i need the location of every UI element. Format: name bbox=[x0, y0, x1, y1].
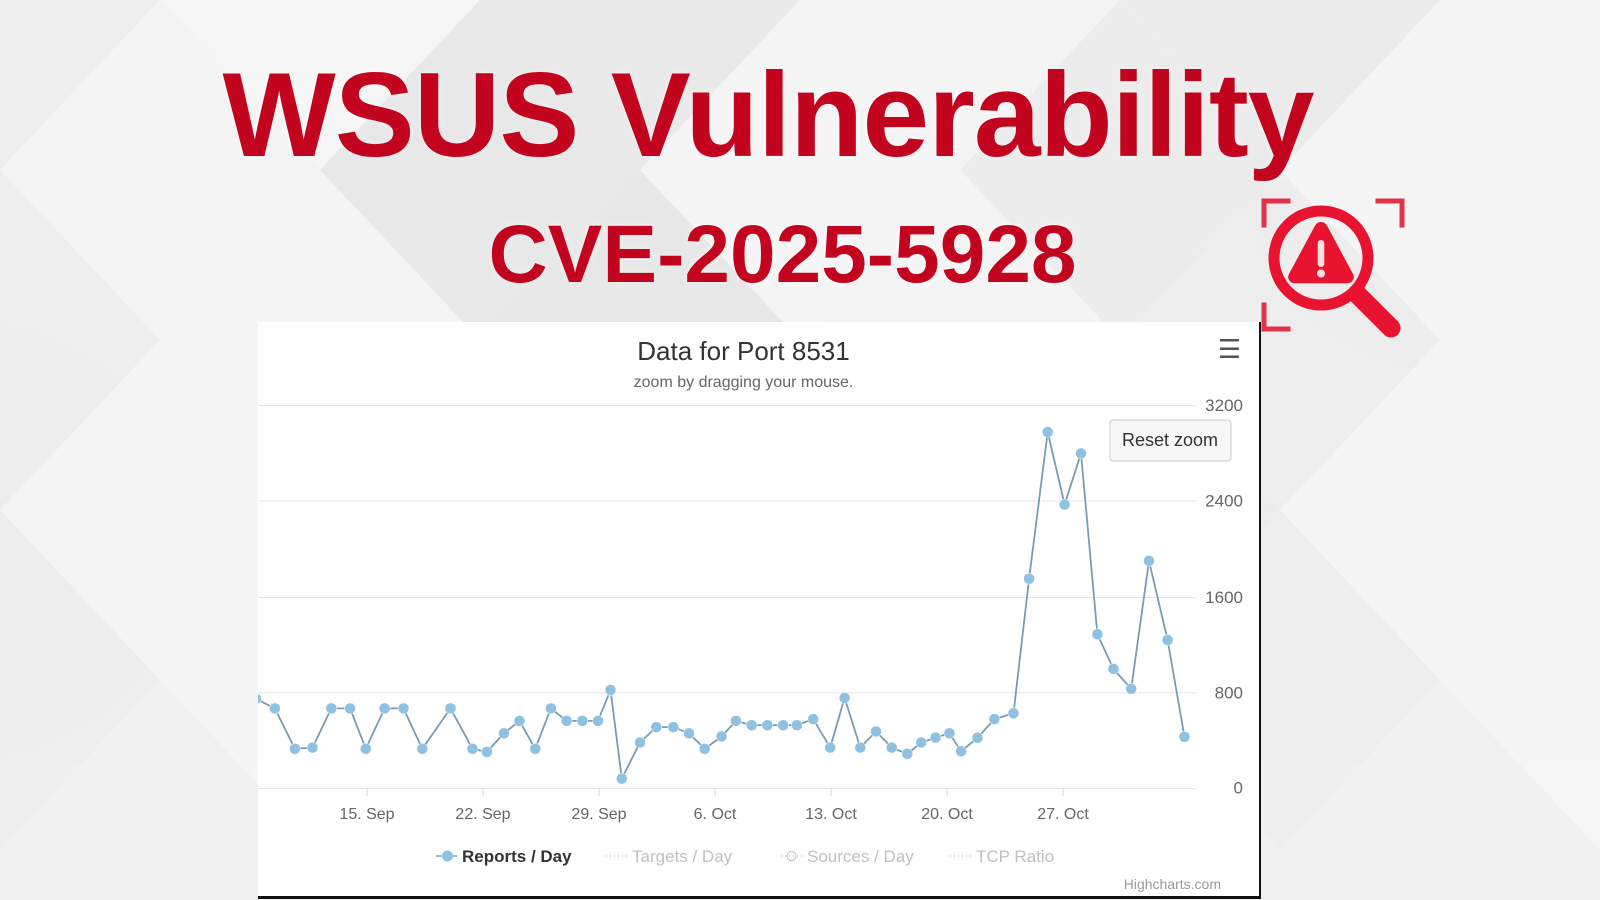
svg-text:27. Oct: 27. Oct bbox=[1037, 806, 1089, 823]
svg-text:22. Sep: 22. Sep bbox=[455, 806, 510, 823]
svg-text:1600: 1600 bbox=[1205, 588, 1243, 607]
svg-text:Sources / Day: Sources / Day bbox=[807, 847, 914, 866]
svg-text:TCP Ratio: TCP Ratio bbox=[976, 847, 1054, 866]
svg-text:0: 0 bbox=[1234, 779, 1243, 798]
svg-text:2400: 2400 bbox=[1205, 492, 1243, 511]
svg-text:6. Oct: 6. Oct bbox=[694, 806, 737, 823]
svg-text:3200: 3200 bbox=[1205, 396, 1243, 415]
svg-text:Targets / Day: Targets / Day bbox=[632, 847, 733, 866]
svg-text:Highcharts.com: Highcharts.com bbox=[1124, 876, 1221, 892]
svg-text:13. Oct: 13. Oct bbox=[805, 806, 857, 823]
svg-text:20. Oct: 20. Oct bbox=[921, 806, 973, 823]
svg-text:15. Sep: 15. Sep bbox=[339, 806, 394, 823]
svg-text:29. Sep: 29. Sep bbox=[571, 806, 626, 823]
svg-text:Reset zoom: Reset zoom bbox=[1122, 430, 1218, 450]
svg-text:Reports / Day: Reports / Day bbox=[462, 847, 572, 866]
svg-text:800: 800 bbox=[1215, 683, 1243, 702]
